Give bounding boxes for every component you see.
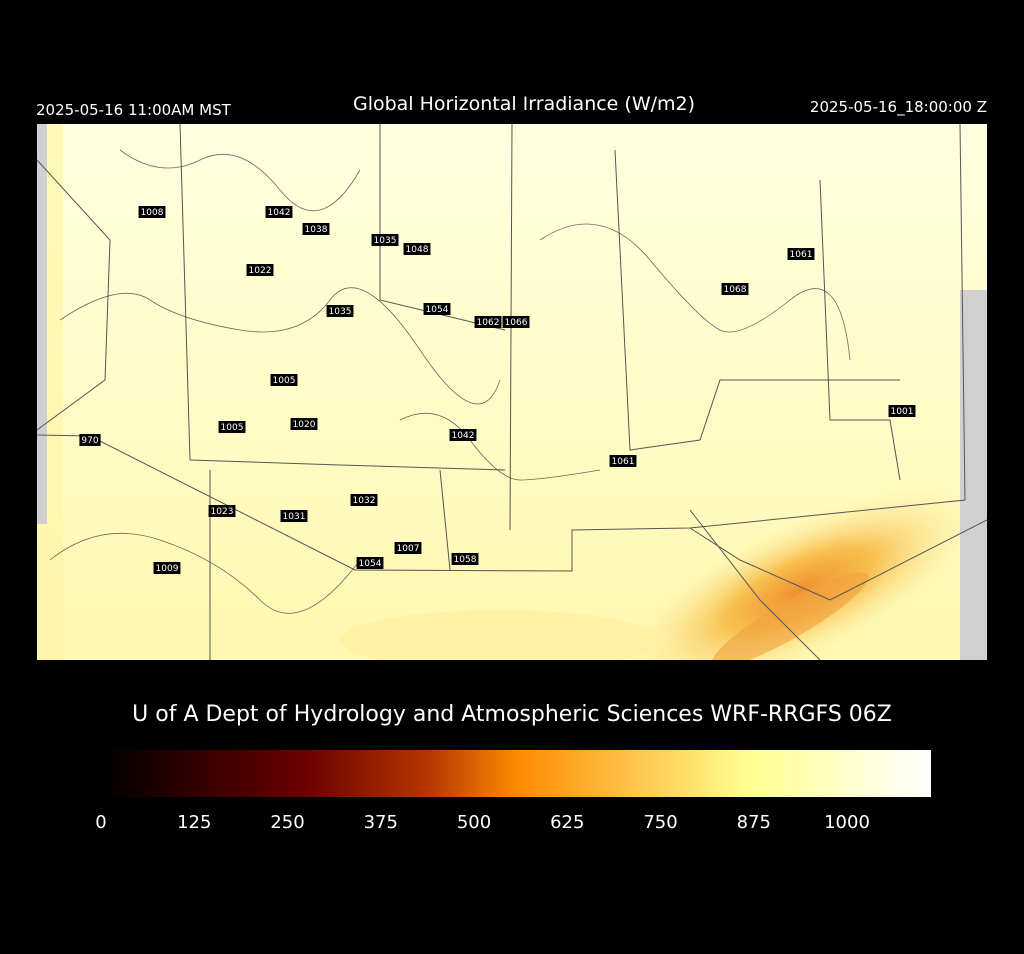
valid-local-time: 2025-05-16 11:00AM MST bbox=[36, 101, 232, 119]
point-label: 1005 bbox=[218, 421, 246, 433]
point-label-box bbox=[79, 434, 101, 446]
point-label-box bbox=[302, 223, 330, 235]
map-area bbox=[37, 124, 987, 660]
point-label-box bbox=[449, 429, 477, 441]
point-label-box bbox=[403, 243, 431, 255]
point-value: 970 bbox=[81, 436, 98, 446]
point-value: 1048 bbox=[406, 245, 429, 255]
point-label-box bbox=[265, 206, 293, 218]
point-label-box bbox=[371, 234, 399, 246]
point-label-box bbox=[502, 316, 530, 328]
point-label-box bbox=[721, 283, 749, 295]
point-value: 1038 bbox=[305, 225, 328, 235]
point-label: 1038 bbox=[302, 223, 330, 235]
point-label-box bbox=[208, 505, 236, 517]
point-label: 1005 bbox=[270, 374, 298, 386]
point-value: 1035 bbox=[374, 236, 397, 246]
point-label-box bbox=[290, 418, 318, 430]
point-value: 1066 bbox=[505, 318, 528, 328]
point-label-box bbox=[153, 562, 181, 574]
point-value: 1031 bbox=[283, 512, 306, 522]
colorbar-ticks: 0 125 250 375 500 625 750 875 1000 bbox=[95, 812, 870, 833]
point-value: 1058 bbox=[454, 555, 477, 565]
point-value: 1061 bbox=[612, 457, 635, 467]
point-label-box bbox=[394, 542, 422, 554]
colorbar-tick-label: 250 bbox=[270, 812, 304, 833]
point-label: 1058 bbox=[451, 553, 479, 565]
point-label: 1066 bbox=[502, 316, 530, 328]
point-label: 1042 bbox=[265, 206, 293, 218]
point-label: 1061 bbox=[787, 248, 815, 260]
point-label: 1054 bbox=[356, 557, 384, 569]
point-label-box bbox=[888, 405, 916, 417]
point-label-box bbox=[474, 316, 502, 328]
point-label: 1054 bbox=[423, 303, 451, 315]
point-label: 1061 bbox=[609, 455, 637, 467]
point-label: 1020 bbox=[290, 418, 318, 430]
point-label-box bbox=[356, 557, 384, 569]
colorbar-tick-label: 750 bbox=[643, 812, 677, 833]
colorbar bbox=[101, 750, 931, 797]
credit: U of A Dept of Hydrology and Atmospheric… bbox=[132, 702, 892, 727]
point-label: 1031 bbox=[280, 510, 308, 522]
point-label: 1035 bbox=[371, 234, 399, 246]
point-label-box bbox=[609, 455, 637, 467]
point-label: 1023 bbox=[208, 505, 236, 517]
point-value: 1054 bbox=[426, 305, 449, 315]
point-label: 1068 bbox=[721, 283, 749, 295]
colorbar-tick-label: 0 bbox=[95, 812, 106, 833]
point-value: 1068 bbox=[724, 285, 747, 295]
point-label-box bbox=[246, 264, 274, 276]
point-value: 1032 bbox=[353, 496, 376, 506]
point-label: 1008 bbox=[138, 206, 166, 218]
point-value: 1061 bbox=[790, 250, 813, 260]
valid-utc-time: 2025-05-16_18:00:00 Z bbox=[810, 98, 987, 117]
point-label-box bbox=[423, 303, 451, 315]
point-label: 1007 bbox=[394, 542, 422, 554]
colorbar-tick-label: 625 bbox=[550, 812, 584, 833]
point-value: 1054 bbox=[359, 559, 382, 569]
colorbar-tick-label: 875 bbox=[737, 812, 771, 833]
point-label: 1032 bbox=[350, 494, 378, 506]
point-value: 1035 bbox=[329, 307, 352, 317]
point-label: 1042 bbox=[449, 429, 477, 441]
point-value: 1020 bbox=[293, 420, 316, 430]
point-label: 970 bbox=[79, 434, 101, 446]
point-label-box bbox=[280, 510, 308, 522]
point-label-box bbox=[787, 248, 815, 260]
point-label-box bbox=[326, 305, 354, 317]
point-value: 1009 bbox=[156, 564, 179, 574]
point-value: 1042 bbox=[452, 431, 475, 441]
point-value: 1042 bbox=[268, 208, 291, 218]
point-label: 1035 bbox=[326, 305, 354, 317]
point-value: 1023 bbox=[211, 507, 234, 517]
colorbar-tick-label: 125 bbox=[177, 812, 211, 833]
point-label-box bbox=[270, 374, 298, 386]
point-labels: 1008 1042 1038 1035 1048 1022 1035 1054 1062 1066… bbox=[79, 206, 916, 574]
point-label: 1001 bbox=[888, 405, 916, 417]
point-value: 1001 bbox=[891, 407, 914, 417]
point-value: 1007 bbox=[397, 544, 420, 554]
colorbar-tick-label: 1000 bbox=[824, 812, 870, 833]
point-label-box bbox=[451, 553, 479, 565]
point-label: 1062 bbox=[474, 316, 502, 328]
point-value: 1005 bbox=[221, 423, 244, 433]
point-value: 1005 bbox=[273, 376, 296, 386]
colorbar-tick-label: 500 bbox=[457, 812, 491, 833]
point-value: 1022 bbox=[249, 266, 272, 276]
point-label-box bbox=[350, 494, 378, 506]
point-value: 1008 bbox=[141, 208, 164, 218]
point-label: 1022 bbox=[246, 264, 274, 276]
colorbar-tick-label: 375 bbox=[364, 812, 398, 833]
point-label: 1048 bbox=[403, 243, 431, 255]
point-label-box bbox=[218, 421, 246, 433]
point-label-box bbox=[138, 206, 166, 218]
point-value: 1062 bbox=[477, 318, 500, 328]
map-title: Global Horizontal Irradiance (W/m2) bbox=[353, 93, 695, 115]
point-label: 1009 bbox=[153, 562, 181, 574]
